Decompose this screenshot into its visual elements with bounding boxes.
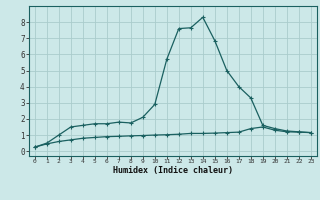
X-axis label: Humidex (Indice chaleur): Humidex (Indice chaleur) <box>113 166 233 175</box>
